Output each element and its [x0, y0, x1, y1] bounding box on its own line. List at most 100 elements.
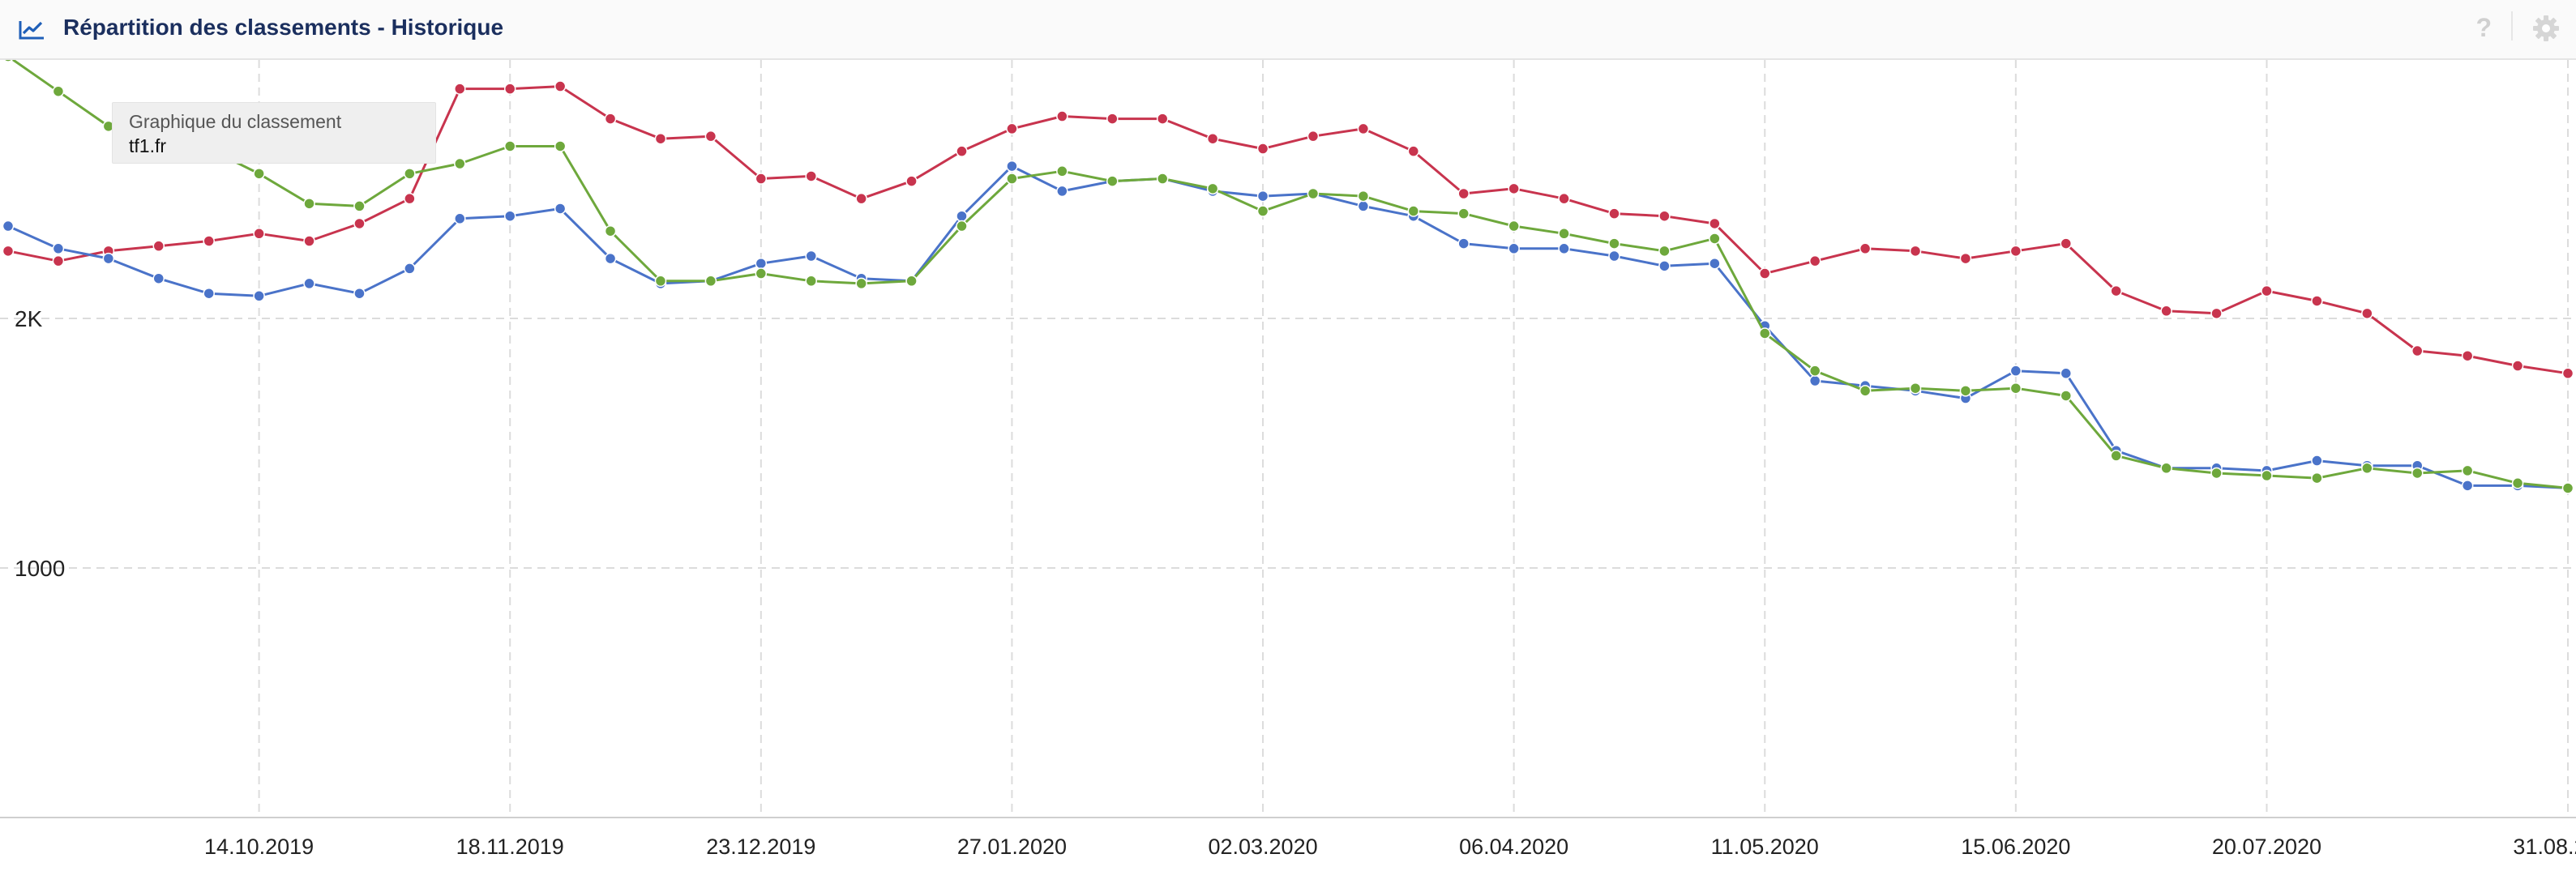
series-line-3 — [11, 60, 2569, 489]
data-point — [353, 200, 366, 212]
data-point — [152, 272, 165, 284]
data-point — [2311, 472, 2323, 485]
data-point — [905, 275, 918, 288]
data-point — [1508, 220, 1520, 233]
data-point — [1056, 165, 1068, 177]
data-point — [1608, 237, 1620, 250]
data-point — [1206, 132, 1219, 145]
data-point — [52, 254, 65, 267]
data-point — [2009, 382, 2022, 395]
data-point — [2, 220, 15, 233]
gear-icon[interactable] — [2532, 15, 2560, 42]
data-point — [1457, 207, 1470, 220]
data-point — [1959, 385, 1972, 397]
data-point — [1909, 382, 1922, 395]
data-point — [2160, 305, 2172, 318]
data-point — [1256, 143, 1269, 155]
data-point — [654, 275, 667, 288]
data-point — [654, 132, 667, 145]
data-point — [704, 275, 717, 288]
data-point — [1608, 250, 1620, 263]
data-point — [755, 173, 768, 185]
data-point — [1256, 205, 1269, 217]
data-point — [1808, 254, 1821, 267]
x-tick-label: 27.01.2020 — [957, 835, 1067, 859]
data-point — [1959, 252, 1972, 265]
data-point — [956, 220, 968, 233]
data-point — [1156, 173, 1169, 185]
data-point — [1357, 190, 1370, 203]
data-point — [1307, 187, 1320, 200]
chart-header: Répartition des classements - Historique… — [0, 0, 2576, 60]
data-point — [152, 240, 165, 252]
data-point — [2160, 462, 2172, 475]
x-tick-label: 20.07.2020 — [2212, 835, 2321, 859]
data-point — [704, 130, 717, 143]
x-tick-label: 31.08.2020 — [2513, 835, 2576, 859]
help-icon[interactable]: ? — [2475, 13, 2492, 42]
data-point — [454, 212, 466, 225]
data-point — [203, 287, 215, 300]
data-point — [1759, 327, 1771, 339]
data-point — [2461, 464, 2474, 477]
data-point — [956, 210, 968, 222]
data-point — [454, 83, 466, 95]
data-point — [2110, 284, 2122, 297]
data-point — [253, 168, 265, 180]
x-tick-label: 11.05.2020 — [1711, 835, 1819, 859]
data-point — [855, 192, 867, 205]
data-point — [2561, 367, 2574, 380]
data-point — [1709, 233, 1721, 245]
ranking-line-chart: 1000 2K 14.10.2019 18.11.2019 23.12.2019 27.0… — [0, 60, 2576, 859]
x-tick-label: 02.03.2020 — [1208, 835, 1317, 859]
data-point — [1006, 173, 1018, 185]
data-point — [2060, 367, 2073, 380]
data-point — [2311, 455, 2323, 467]
data-point — [1859, 385, 1872, 397]
data-point — [2, 245, 15, 258]
data-point — [805, 250, 817, 263]
data-point — [1608, 207, 1620, 220]
data-point — [303, 198, 315, 210]
tooltip-domain: tf1.fr — [129, 135, 167, 156]
data-point — [2411, 344, 2424, 357]
data-point — [755, 267, 768, 280]
data-point — [1909, 245, 1922, 258]
data-point — [1206, 182, 1219, 195]
data-point — [2511, 360, 2524, 372]
line-chart-icon — [19, 21, 44, 40]
data-point — [1508, 182, 1520, 195]
data-point — [353, 287, 366, 300]
data-point — [353, 217, 366, 230]
data-point — [1658, 210, 1671, 222]
data-point — [604, 224, 617, 237]
data-point — [1709, 257, 1721, 270]
data-point — [1156, 113, 1169, 125]
data-point — [1357, 200, 1370, 212]
data-point — [2060, 237, 2073, 250]
data-point — [2361, 307, 2373, 320]
data-point — [2511, 477, 2524, 489]
data-point — [1457, 237, 1470, 250]
data-point — [52, 242, 65, 255]
data-point — [805, 170, 817, 182]
data-point — [1307, 130, 1320, 143]
x-tick-label: 15.06.2020 — [1961, 835, 2070, 859]
data-point — [855, 277, 867, 290]
data-point — [1106, 175, 1119, 187]
data-point — [1558, 192, 1570, 205]
data-point — [1006, 122, 1018, 135]
data-point — [805, 275, 817, 288]
data-point — [2461, 480, 2474, 492]
data-point — [2210, 467, 2223, 480]
data-point — [503, 83, 516, 95]
data-point — [1558, 242, 1570, 255]
data-point — [1407, 145, 1420, 157]
data-point — [755, 257, 768, 270]
data-point — [1407, 205, 1420, 217]
data-point — [604, 252, 617, 265]
data-point — [404, 192, 416, 205]
data-point — [2261, 469, 2273, 482]
x-tick-label: 06.04.2020 — [1459, 835, 1568, 859]
data-point — [2009, 365, 2022, 377]
